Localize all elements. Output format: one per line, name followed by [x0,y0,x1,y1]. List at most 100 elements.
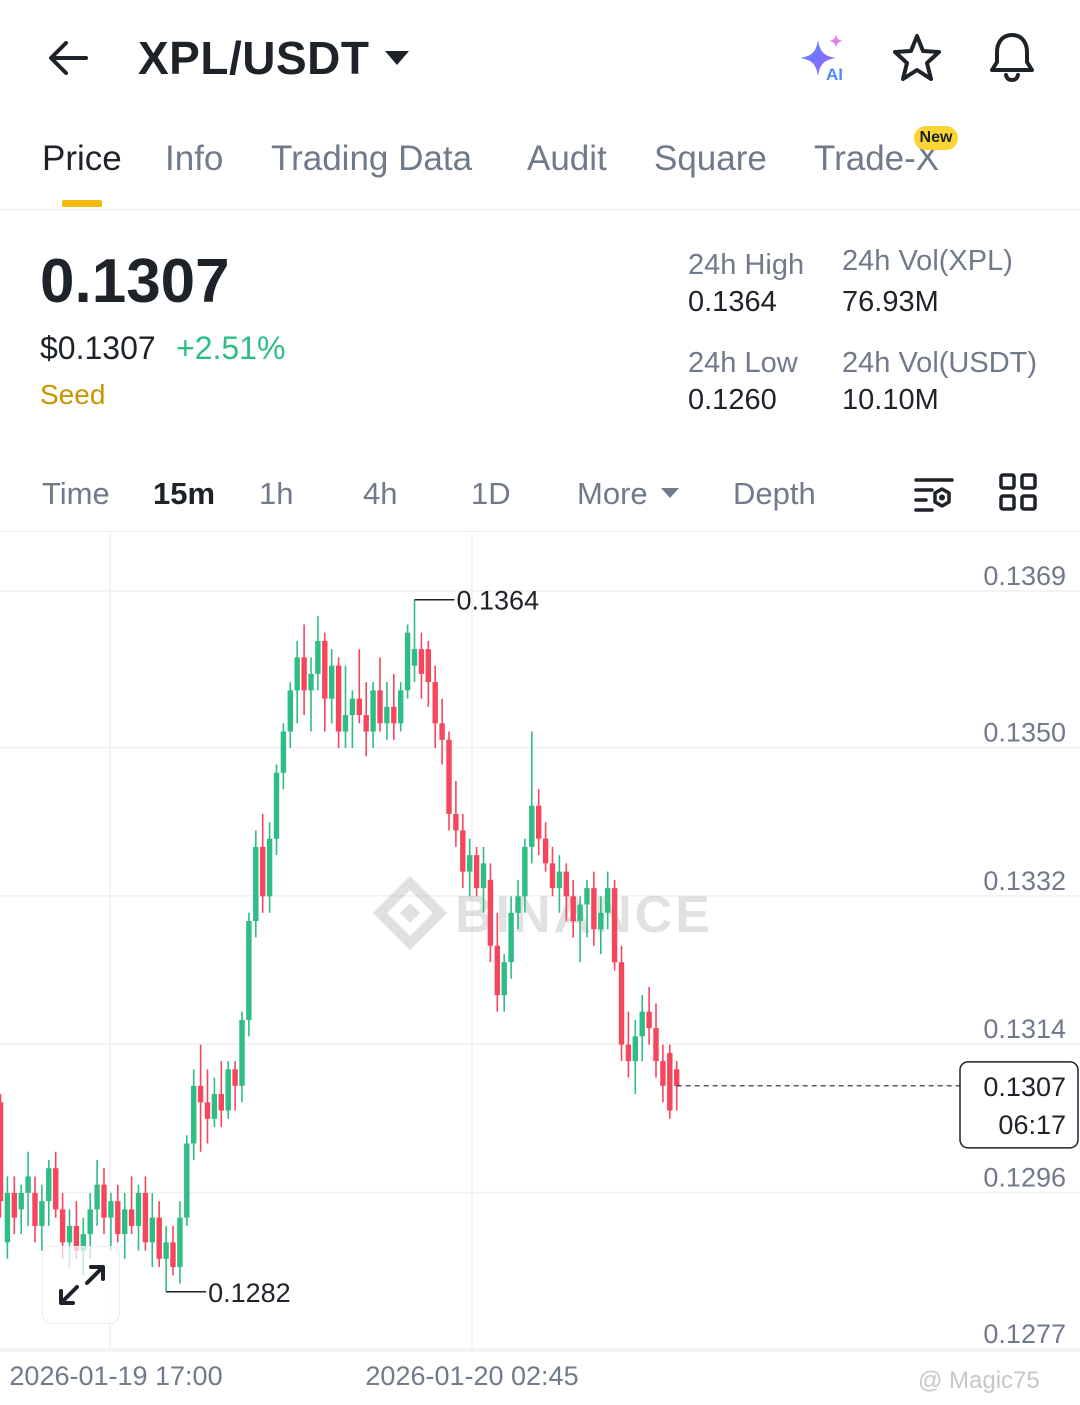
star-icon[interactable] [890,32,944,84]
vol-base-value: 76.93M [842,286,939,318]
candle-body [211,1094,218,1119]
y-tick-label: 0.1296 [983,1162,1066,1192]
candle [232,1061,238,1111]
candle-body [280,731,287,773]
chart-grid [0,533,1080,1352]
candle [487,863,494,963]
interval-4h[interactable]: 4h [363,476,398,511]
candle-body [315,640,321,674]
candle [156,1201,162,1268]
candle-body [439,723,445,740]
pair-title[interactable]: XPL/USDT [138,32,370,84]
candle [239,1011,245,1103]
candle-body [329,665,335,699]
candle [439,698,445,765]
ai-sparkle-icon[interactable]: AI [796,32,852,84]
interval-more[interactable]: More [577,476,648,511]
interval-time[interactable]: Time [42,476,110,511]
candle-body [142,1192,149,1243]
candle-body [487,879,494,946]
candle [356,649,362,724]
candle [329,649,335,724]
candle [101,1168,107,1235]
candle-body [674,1069,680,1086]
tab-audit[interactable]: Audit [527,139,607,178]
candle [294,640,300,724]
y-axis-labels: 0.1369 0.1350 0.1332 0.1314 0.1296 0.1277 [983,561,1066,1349]
interval-1h[interactable]: 1h [259,476,294,511]
candle-body [301,657,307,691]
tab-square[interactable]: Square [654,139,767,178]
candle-body [53,1168,59,1210]
candle-body [480,863,487,889]
ai-label: AI [826,65,843,84]
candle [135,1184,142,1251]
grid-icon[interactable] [996,470,1040,514]
vol-quote-value: 10.10M [842,384,939,416]
low-marker-label: 0.1282 [208,1278,291,1308]
interval-1d[interactable]: 1D [471,476,511,511]
candle [266,822,273,913]
candle-body [370,690,376,732]
candlestick-chart[interactable]: BINANCE 0.13690.13500.13320.13140.12960.… [0,533,1080,1405]
candle-body [246,921,252,1020]
candle [191,1069,197,1160]
high-marker-label: 0.1364 [457,586,540,616]
candle [149,1192,155,1268]
candles [0,599,680,1292]
candle [570,879,576,938]
candle-body [204,1102,211,1119]
candle [363,682,369,757]
tab-price[interactable]: Price [42,139,122,178]
candle-countdown: 06:17 [998,1110,1066,1140]
y-tick-label: 0.1350 [983,718,1066,748]
interval-15m[interactable]: 15m [153,476,216,511]
candle [260,813,266,913]
candle-body [418,649,425,674]
candle [391,673,397,740]
chart-settings-icon[interactable] [912,472,956,516]
candle-body [0,1102,4,1202]
candle-body [653,1028,659,1062]
candle [184,1135,190,1226]
candle-body [177,1217,183,1268]
candle-body [411,649,418,666]
price-change: +2.51% [176,330,286,366]
y-tick-label: 0.1369 [983,561,1066,591]
candle [18,1184,24,1235]
vol-base-label: 24h Vol(XPL) [842,245,1013,277]
last-price: 0.1307 [40,247,230,316]
candle [225,1061,231,1119]
seed-tag[interactable]: Seed [40,379,106,410]
tab-trading-data[interactable]: Trading Data [271,139,473,178]
arrow-left-icon[interactable] [40,30,96,86]
footer-watermark: @ Magic75 [918,1367,1040,1394]
candle-body [363,715,369,732]
caret-down-icon[interactable] [660,486,680,500]
candle-body [453,813,459,831]
candle-body [639,1011,645,1037]
depth-tab[interactable]: Depth [733,476,816,511]
caret-down-icon[interactable] [384,48,410,68]
candle-body [273,772,280,839]
bell-icon[interactable] [984,28,1040,84]
candle-body [32,1192,38,1226]
candle [287,682,293,749]
candle-body [467,855,473,872]
expand-button[interactable] [42,1246,120,1324]
tab-info[interactable]: Info [165,139,224,178]
candle-body [94,1184,100,1210]
candle-body [473,855,480,889]
candle [660,1044,666,1103]
candle [322,632,328,732]
candle-body [584,888,590,905]
chart-annotations: 0.1364 0.1282 0.1307 06:17 [166,586,1079,1308]
candle [197,1044,204,1152]
candle [494,912,500,1012]
candle [342,665,349,749]
candle-body [4,1192,11,1243]
candle-body [646,1011,652,1029]
current-price-label: 0.1307 [983,1072,1066,1102]
candle [529,731,535,864]
candle [39,1184,45,1251]
